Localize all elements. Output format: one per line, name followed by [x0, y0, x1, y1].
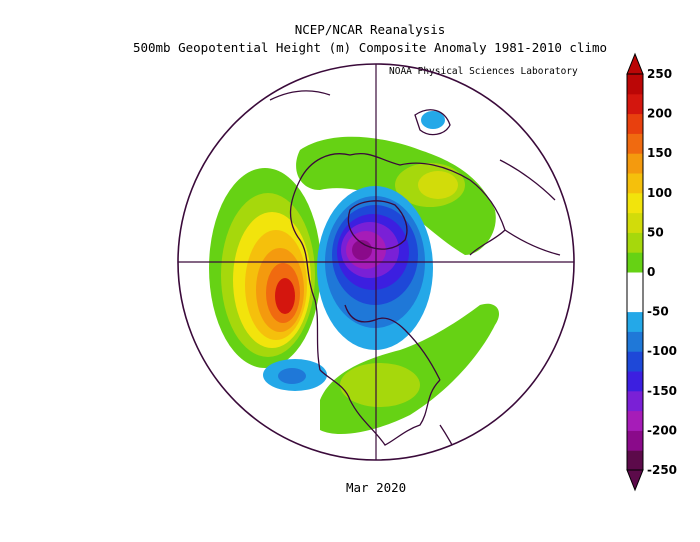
colorbar-tick-label: 100 — [647, 186, 672, 200]
colorbar-block — [627, 272, 643, 293]
colorbar-block — [627, 113, 643, 134]
colorbar-tick-label: 0 — [647, 265, 655, 279]
colorbar-tick-label: 200 — [647, 107, 672, 121]
colorbar-block — [627, 430, 643, 451]
colorbar-block — [627, 173, 643, 194]
colorbar-block — [627, 371, 643, 392]
colorbar-top-arrow — [626, 52, 644, 75]
colorbar-tick-label: -250 — [647, 463, 677, 477]
colorbar-tick-label: -150 — [647, 384, 677, 398]
colorbar-block — [627, 331, 643, 352]
colorbar-block — [627, 93, 643, 115]
colorbar-block — [627, 291, 643, 313]
colorbar-block — [627, 410, 643, 431]
colorbar-block — [627, 74, 643, 95]
colorbar-block — [627, 212, 643, 233]
colorbar-block — [627, 192, 643, 214]
colorbar-block — [627, 311, 643, 332]
colorbar-tick-label: 50 — [647, 225, 664, 239]
colorbar-tick-label: -200 — [647, 423, 677, 437]
colorbar-block — [627, 232, 643, 253]
colorbar-blocks — [626, 52, 644, 492]
map-border — [177, 63, 575, 461]
colorbar-tick-label: -50 — [647, 305, 669, 319]
title-line-2: 500mb Geopotential Height (m) Composite … — [132, 40, 608, 55]
colorbar-block — [627, 133, 643, 154]
colorbar-bottom-arrow — [626, 469, 644, 492]
colorbar-tick-label: 250 — [647, 67, 672, 81]
title-line-1: NCEP/NCAR Reanalysis — [294, 22, 446, 37]
colorbar-block — [627, 351, 643, 372]
colorbar-block — [627, 450, 643, 471]
colorbar-block — [627, 153, 643, 174]
credit-label: NOAA Physical Sciences Laboratory — [389, 66, 578, 77]
colorbar-block — [627, 252, 643, 273]
colorbar-block — [627, 390, 643, 412]
date-label: Mar 2020 — [346, 480, 407, 495]
colorbar-tick-label: -100 — [647, 344, 677, 358]
colorbar-labels: 250 200 150 100 50 0 -50 -100 -150 -200 -250 — [647, 67, 677, 477]
colorbar-tick-label: 150 — [647, 146, 672, 160]
